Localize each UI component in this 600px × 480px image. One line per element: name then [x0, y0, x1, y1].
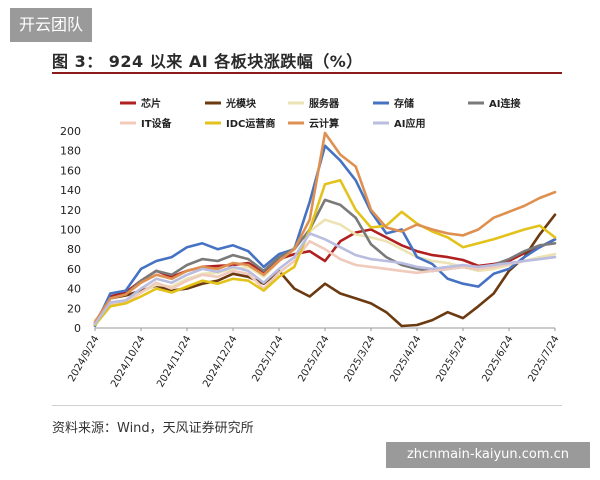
y-tick-label: 80	[67, 243, 81, 256]
series-line	[93, 240, 557, 325]
y-tick-label: 20	[67, 302, 81, 315]
x-tick-label: 2024/11/24	[155, 334, 193, 389]
y-tick-label: 180	[60, 145, 81, 158]
legend-label: 存储	[394, 97, 414, 110]
legend-label: 芯片	[141, 97, 161, 110]
series-line	[93, 131, 557, 324]
watermark-url: zhcnmain-kaiyun.com.cn	[386, 442, 590, 468]
series-line	[93, 232, 557, 326]
x-tick-label: 2025/3/24	[342, 334, 377, 384]
y-tick-label: 200	[60, 125, 81, 138]
x-tick-label: 2025/5/24	[434, 334, 469, 384]
title-divider	[52, 72, 562, 74]
legend-label: IDC运营商	[226, 117, 275, 130]
legend-label: 云计算	[309, 117, 339, 130]
series-line	[93, 213, 557, 328]
series-line	[93, 179, 557, 327]
y-tick-label: 120	[60, 204, 81, 217]
x-tick-label: 2024/9/24	[66, 334, 101, 384]
x-tick-label: 2025/4/24	[388, 334, 423, 384]
x-tick-label: 2024/10/24	[109, 334, 147, 389]
y-tick-label: 40	[67, 283, 81, 296]
source-divider	[52, 405, 562, 406]
x-tick-label: 2024/12/24	[201, 334, 239, 389]
y-tick-label: 140	[60, 184, 81, 197]
legend-label: AI应用	[394, 117, 425, 130]
y-tick-label: 160	[60, 164, 81, 177]
source-note: 资料来源：Wind，天风证券研究所	[52, 421, 254, 436]
chart-legend: 芯片 光模块 服务器 存储 AI连接 IT设备 IDC运营商 云计算 AI应用	[120, 97, 520, 130]
y-tick-label: 0	[74, 322, 81, 335]
figure-title: 图 3： 924 以来 AI 各板块涨跌幅（%）	[52, 52, 363, 71]
series-line	[93, 144, 557, 328]
legend-label: IT设备	[141, 117, 173, 130]
chart-series	[93, 131, 557, 328]
x-tick-label: 2025/7/24	[526, 334, 561, 384]
x-tick-label: 2025/6/24	[480, 334, 515, 384]
x-tick-label: 2025/1/24	[250, 334, 285, 384]
legend-label: AI连接	[489, 97, 520, 110]
x-tick-label: 2025/2/24	[296, 334, 331, 384]
series-line	[93, 218, 557, 322]
legend-label: 服务器	[309, 97, 340, 110]
y-tick-label: 60	[67, 263, 81, 276]
watermark-badge: 开云团队	[10, 8, 92, 42]
y-tick-label: 100	[60, 224, 81, 237]
legend-label: 光模块	[225, 97, 257, 110]
